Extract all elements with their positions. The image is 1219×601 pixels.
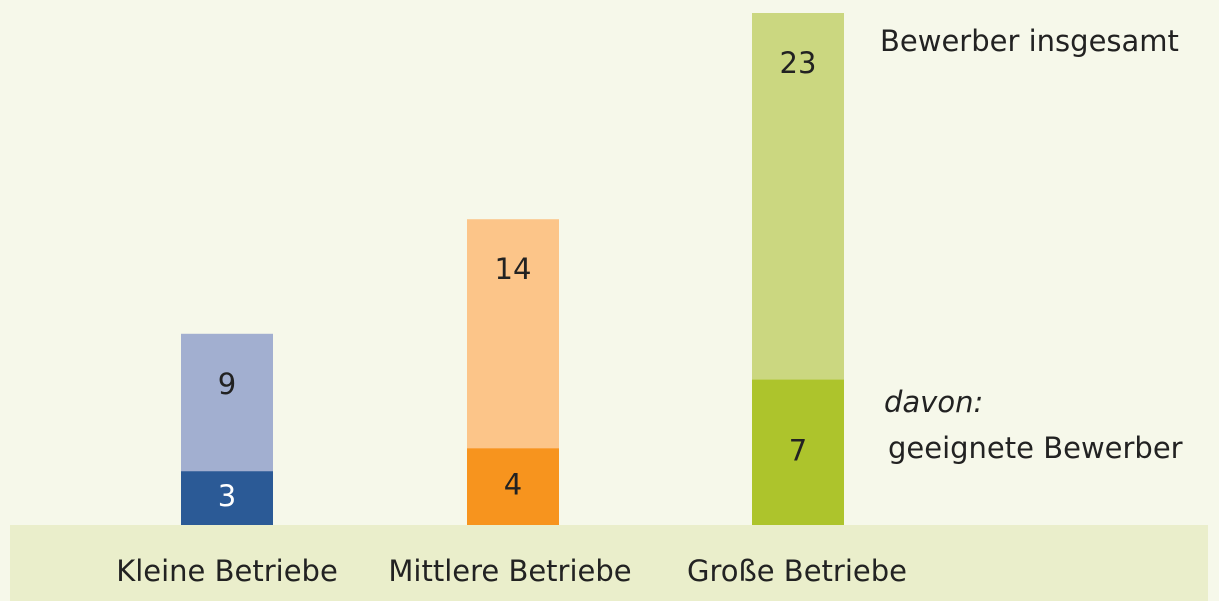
- x-tick-label: Kleine Betriebe: [116, 554, 338, 588]
- annotation: davon:: [884, 385, 983, 419]
- value-label: 9: [218, 367, 236, 401]
- value-label: 23: [780, 46, 817, 80]
- legend-subset: geeignete Bewerber: [888, 431, 1183, 465]
- value-label: 3: [218, 479, 236, 513]
- value-label: 14: [495, 252, 532, 286]
- bar: [752, 379, 844, 540]
- value-label: 4: [504, 468, 522, 502]
- bar: [467, 448, 559, 540]
- x-tick-label: Große Betriebe: [687, 554, 907, 588]
- legend-total: Bewerber insgesamt: [880, 24, 1179, 58]
- x-tick-label: Mittlere Betriebe: [388, 554, 631, 588]
- value-label: 7: [789, 433, 807, 467]
- category-band: [10, 525, 1208, 601]
- bars: [181, 13, 844, 540]
